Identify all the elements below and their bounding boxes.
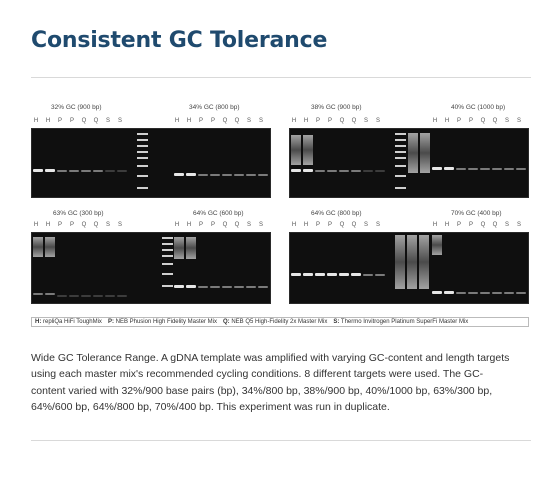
lane-label: S [117, 118, 122, 124]
lane-label: S [504, 222, 509, 228]
legend-item-s: S: Thermo Invitrogen Platinum SuperFi Ma… [333, 319, 469, 325]
lane-label: Q [81, 118, 87, 124]
lane-label: P [210, 222, 215, 228]
lane-label: P [327, 118, 332, 124]
figure-legend: H: repliQa HiFi ToughMix P: NEB Phusion … [31, 317, 529, 327]
lane-label: Q [480, 222, 486, 228]
figure-caption: Wide GC Tolerance Range. A gDNA template… [31, 352, 510, 413]
lane-label: H [174, 222, 180, 228]
lane-label: H [303, 222, 309, 228]
lane-label: P [468, 222, 473, 228]
lane-label: H [303, 118, 309, 124]
legend-item-q: Q: NEB Q5 High-Fidelity 2x Master Mix [222, 319, 328, 325]
gc-tolerance-figure: 32% GC (900 bp) 34% GC (800 bp) H H P P … [31, 94, 531, 334]
lane-label: Q [234, 118, 240, 124]
lane-label: H [291, 118, 297, 124]
lane-label: S [258, 222, 263, 228]
lane-label: H [186, 118, 192, 124]
gel-label-3: 38% GC (900 bp) [311, 104, 362, 111]
top-divider [31, 77, 531, 78]
lane-label: P [198, 222, 203, 228]
gel-label-1: 32% GC (900 bp) [51, 104, 102, 111]
lane-label: H [432, 118, 438, 124]
legend-item-p: P: NEB Phusion High Fidelity Master Mix [107, 319, 217, 325]
lane-label: P [468, 118, 473, 124]
lane-label: Q [81, 222, 87, 228]
legend-item-h: H: repliQa HiFi ToughMix [35, 319, 102, 325]
lane-labels-left: H H P P Q Q S S [31, 118, 131, 126]
lane-labels-left: H H P P Q Q S S [289, 222, 389, 230]
lane-label: S [258, 118, 263, 124]
lane-label: Q [492, 222, 498, 228]
lane-label: P [57, 118, 62, 124]
lane-label: P [456, 222, 461, 228]
lane-label: H [33, 222, 39, 228]
lane-label: P [327, 222, 332, 228]
lane-label: S [516, 118, 521, 124]
lane-label: S [246, 118, 251, 124]
lane-label: H [45, 222, 51, 228]
lane-label: P [57, 222, 62, 228]
gel-label-6: 64% GC (600 bp) [193, 210, 244, 217]
lane-label: P [69, 118, 74, 124]
lane-label: S [117, 222, 122, 228]
lane-label: P [210, 118, 215, 124]
lane-label: H [174, 118, 180, 124]
lane-label: S [375, 118, 380, 124]
gel-label-2: 34% GC (800 bp) [189, 104, 240, 111]
gel-label-5: 63% GC (300 bp) [53, 210, 104, 217]
lane-labels-right: H H P P Q Q S S [172, 222, 272, 230]
lane-label: Q [234, 222, 240, 228]
lane-label: Q [339, 222, 345, 228]
lane-label: Q [480, 118, 486, 124]
lane-label: S [363, 118, 368, 124]
gel-image [289, 232, 529, 304]
bottom-divider [31, 440, 531, 441]
lane-label: H [444, 118, 450, 124]
gel-panel-top-left: 32% GC (900 bp) 34% GC (800 bp) H H P P … [31, 94, 271, 204]
lane-label: S [105, 222, 110, 228]
lane-label: H [33, 118, 39, 124]
lane-label: P [69, 222, 74, 228]
lane-label: P [456, 118, 461, 124]
gel-label-4: 40% GC (1000 bp) [451, 104, 506, 111]
lane-label: Q [93, 222, 99, 228]
lane-label: H [186, 222, 192, 228]
lane-labels-left: H H P P Q Q S S [31, 222, 131, 230]
lane-labels-right: H H P P Q Q S S [172, 118, 272, 126]
lane-labels-left: H H P P Q Q S S [289, 118, 389, 126]
lane-label: S [246, 222, 251, 228]
lane-label: S [105, 118, 110, 124]
gel-image [289, 128, 529, 198]
lane-label: S [516, 222, 521, 228]
lane-label: Q [492, 118, 498, 124]
gel-panel-top-right: 38% GC (900 bp) 40% GC (1000 bp) H H P P… [289, 94, 529, 204]
lane-label: H [291, 222, 297, 228]
gel-panel-bottom-right: 64% GC (800 bp) 70% GC (400 bp) H H P P … [289, 206, 529, 314]
gel-label-8: 70% GC (400 bp) [451, 210, 502, 217]
lane-label: Q [351, 118, 357, 124]
gel-image [31, 232, 271, 304]
lane-label: Q [93, 118, 99, 124]
lane-label: Q [351, 222, 357, 228]
lane-label: H [45, 118, 51, 124]
gel-label-7: 64% GC (800 bp) [311, 210, 362, 217]
lane-label: P [315, 118, 320, 124]
lane-labels-right: H H P P Q Q S S [430, 222, 530, 230]
lane-label: S [504, 118, 509, 124]
lane-label: S [363, 222, 368, 228]
lane-label: Q [339, 118, 345, 124]
lane-label: H [432, 222, 438, 228]
gel-panel-bottom-left: 63% GC (300 bp) 64% GC (600 bp) H H P P … [31, 206, 271, 314]
lane-labels-right: H H P P Q Q S S [430, 118, 530, 126]
page-title: Consistent GC Tolerance [31, 28, 328, 53]
lane-label: S [375, 222, 380, 228]
lane-label: Q [222, 118, 228, 124]
lane-label: P [198, 118, 203, 124]
lane-label: H [444, 222, 450, 228]
lane-label: P [315, 222, 320, 228]
lane-label: Q [222, 222, 228, 228]
gel-image [31, 128, 271, 198]
